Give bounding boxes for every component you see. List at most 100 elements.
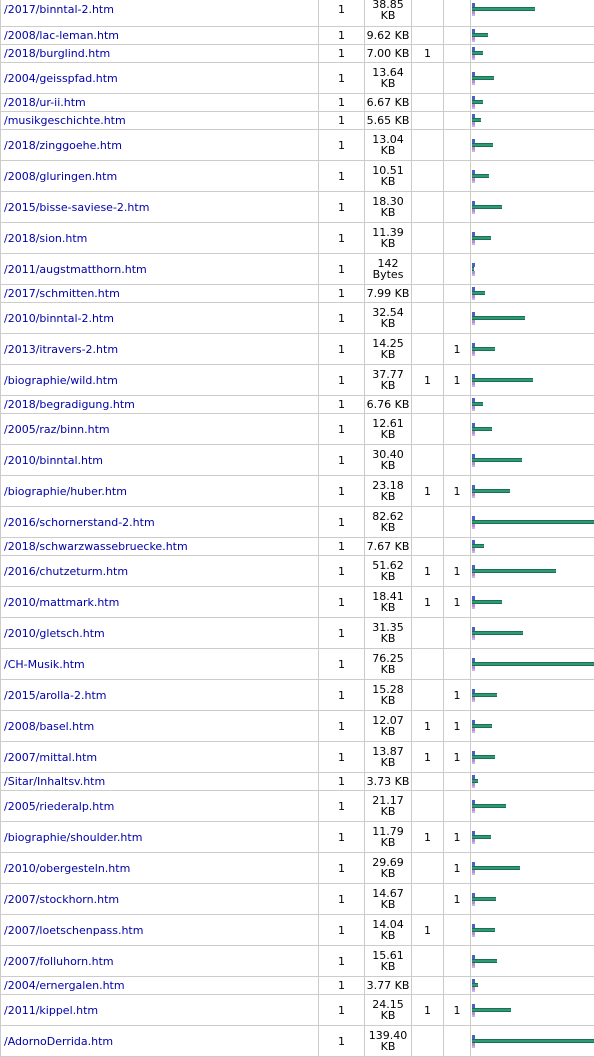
bandwidth-cell: 9.62 KB [365,27,412,45]
page-url-link[interactable]: /Sitar/Inhaltsv.htm [4,775,105,788]
page-url-cell: /2007/loetschenpass.htm [1,915,319,946]
page-url-link[interactable]: /2007/mittal.htm [4,751,97,764]
entry-cell [412,223,444,254]
page-url-link[interactable]: /2005/raz/binn.htm [4,423,110,436]
page-url-link[interactable]: /biographie/huber.htm [4,485,127,498]
bandwidth-cell: 12.61 KB [365,414,412,445]
page-url-link[interactable]: /2008/basel.htm [4,720,94,733]
bandwidth-bar [472,458,522,462]
bar-graph-cell [471,556,594,587]
bar-graph-cell [471,618,594,649]
exit-cell: 1 [444,476,471,507]
hits-cell: 1 [319,977,365,995]
exit-bar [472,14,475,16]
exit-bar [472,842,475,844]
bandwidth-cell: 51.62 KB [365,556,412,587]
page-url-cell: /2018/begradigung.htm [1,396,319,414]
page-url-link[interactable]: /2011/augstmatthorn.htm [4,263,147,276]
page-url-cell: /Sitar/Inhaltsv.htm [1,773,319,791]
page-url-link[interactable]: /AdornoDerrida.htm [4,1035,113,1048]
page-url-link[interactable]: /2011/kippel.htm [4,1004,98,1017]
page-url-link[interactable]: /2007/folluhorn.htm [4,955,114,968]
page-url-link[interactable]: /2004/ernergalen.htm [4,979,125,992]
bandwidth-cell: 12.07 KB [365,711,412,742]
bandwidth-bar [472,143,493,147]
page-url-cell: /2010/obergesteln.htm [1,853,319,884]
page-url-link[interactable]: /2008/gluringen.htm [4,170,117,183]
bar-graph-cell [471,884,594,915]
page-url-link[interactable]: /2013/itravers-2.htm [4,343,118,356]
exit-bar [472,935,475,937]
page-url-link[interactable]: /2010/obergesteln.htm [4,862,130,875]
exit-cell [444,396,471,414]
page-url-cell: /biographie/huber.htm [1,476,319,507]
bandwidth-cell: 13.87 KB [365,742,412,773]
page-url-link[interactable]: /2015/bisse-saviese-2.htm [4,201,149,214]
page-url-link[interactable]: /CH-Musik.htm [4,658,85,671]
exit-cell [444,538,471,556]
page-url-link[interactable]: /2004/geisspfad.htm [4,72,118,85]
page-url-link[interactable]: /2007/stockhorn.htm [4,893,119,906]
bandwidth-cell: 21.17 KB [365,791,412,822]
page-url-link[interactable]: /2018/zinggoehe.htm [4,139,122,152]
entry-cell [412,414,444,445]
page-url-link[interactable]: /biographie/shoulder.htm [4,831,142,844]
bandwidth-cell: 3.77 KB [365,977,412,995]
bandwidth-bar [472,7,535,11]
page-url-cell: /2013/itravers-2.htm [1,334,319,365]
page-url-link[interactable]: /2010/binntal-2.htm [4,312,114,325]
bandwidth-cell: 6.76 KB [365,396,412,414]
page-url-link[interactable]: /2008/lac-leman.htm [4,29,119,42]
page-url-link[interactable]: /2017/schmitten.htm [4,287,120,300]
page-url-link[interactable]: /2018/burglind.htm [4,47,110,60]
bandwidth-bar [472,347,495,351]
page-url-link[interactable]: /2016/schornerstand-2.htm [4,516,155,529]
exit-bar [472,212,475,214]
entry-cell [412,130,444,161]
hits-cell: 1 [319,94,365,112]
page-url-link[interactable]: /2015/arolla-2.htm [4,689,106,702]
hits-cell: 1 [319,587,365,618]
page-url-link[interactable]: /2018/ur-ii.htm [4,96,86,109]
exit-cell [444,649,471,680]
bandwidth-cell: 14.04 KB [365,915,412,946]
page-url-link[interactable]: /2010/gletsch.htm [4,627,105,640]
hits-cell: 1 [319,63,365,94]
page-url-cell: /2005/riederalp.htm [1,791,319,822]
page-url-link[interactable]: /2018/begradigung.htm [4,398,135,411]
exit-cell: 1 [444,680,471,711]
exit-bar [472,669,475,671]
entry-cell [412,396,444,414]
page-url-cell: /2011/augstmatthorn.htm [1,254,319,285]
page-url-link[interactable]: /biographie/wild.htm [4,374,118,387]
page-url-link[interactable]: /2017/binntal-2.htm [4,3,114,16]
page-url-link[interactable]: /2005/riederalp.htm [4,800,114,813]
page-url-link[interactable]: /2016/chutzeturm.htm [4,565,128,578]
page-url-link[interactable]: /2018/schwarzwassebruecke.htm [4,540,188,553]
page-url-link[interactable]: /2007/loetschenpass.htm [4,924,143,937]
exit-cell [444,112,471,130]
bandwidth-cell: 3.73 KB [365,773,412,791]
bar-graph-cell [471,507,594,538]
page-url-link[interactable]: /2018/sion.htm [4,232,87,245]
page-url-link[interactable]: /2010/binntal.htm [4,454,103,467]
bar-graph-cell [471,94,594,112]
bandwidth-bar [472,316,525,320]
hits-cell: 1 [319,334,365,365]
page-url-link[interactable]: /musikgeschichte.htm [4,114,126,127]
hits-cell: 1 [319,0,365,27]
exit-cell: 1 [444,822,471,853]
exit-cell [444,0,471,27]
page-url-link[interactable]: /2010/mattmark.htm [4,596,119,609]
exit-bar [472,40,475,42]
